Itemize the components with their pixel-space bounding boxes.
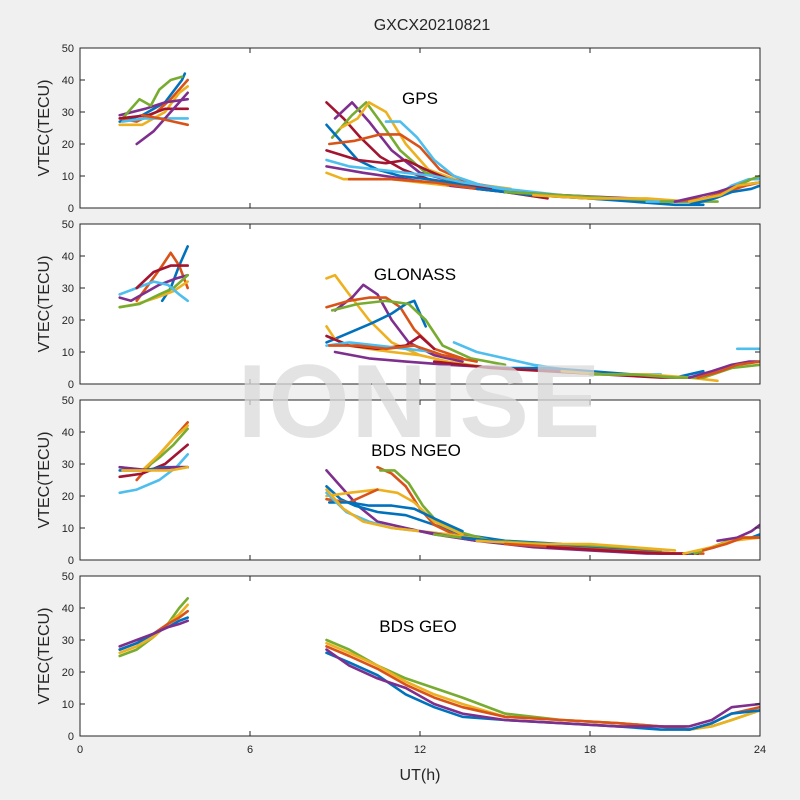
x-tick-label: 6: [247, 744, 253, 756]
subplot-4: 0 10 20 30 40 50 0 6 12 18 24 VTEC(TECU) BDS GEO: [36, 571, 766, 756]
series-line: [118, 465, 189, 472]
y-axis-label: VTEC(TECU): [36, 432, 53, 529]
x-tick-label: 12: [414, 744, 426, 756]
series-line: [546, 545, 700, 555]
subplot-2: 0 10 20 30 40 50 VTEC(TECU) GLONASS: [36, 219, 761, 391]
series-line: [118, 273, 189, 309]
series-line: [141, 113, 189, 127]
y-tick-label: 10: [62, 347, 74, 359]
y-tick-label: 50: [62, 219, 74, 231]
series-line: [325, 123, 521, 194]
series-line: [475, 539, 677, 552]
y-tick-label: 0: [68, 731, 74, 743]
series-line: [325, 488, 464, 536]
series-line: [531, 193, 691, 203]
y-axis-label: VTEC(TECU): [36, 80, 53, 177]
watermark: IONISE: [238, 344, 603, 460]
y-tick-label: 50: [62, 43, 74, 55]
y-tick-label: 10: [62, 699, 74, 711]
y-tick-label: 10: [62, 171, 74, 183]
series-line: [118, 619, 189, 648]
y-axis-label: VTEC(TECU): [36, 256, 53, 353]
series-line: [325, 273, 493, 370]
series-line: [118, 453, 189, 495]
y-tick-label: 40: [62, 75, 74, 87]
y-tick-label: 30: [62, 459, 74, 471]
axes-background: [80, 576, 760, 736]
y-tick-label: 40: [62, 603, 74, 615]
series-line: [118, 107, 189, 120]
subplot-3: 0 10 20 30 40 50 VTEC(TECU) BDS NGEO: [36, 395, 761, 567]
y-tick-label: 0: [68, 555, 74, 567]
y-tick-label: 40: [62, 427, 74, 439]
axes-background: [80, 224, 760, 384]
series-group: [118, 597, 760, 731]
y-tick-label: 20: [62, 139, 74, 151]
series-group: [118, 245, 760, 383]
subplot-stack: 0 10 20 30 40 50 VTEC(TECU) GPS 0 10 20 30 40 50 VTEC(…: [36, 43, 766, 756]
series-line: [325, 488, 493, 543]
series-line: [118, 273, 189, 303]
panel-annotation: BDS GEO: [379, 617, 456, 636]
y-tick-label: 20: [62, 491, 74, 503]
x-tick-label: 18: [584, 744, 596, 756]
series-line: [687, 181, 760, 203]
series-line: [121, 75, 184, 120]
y-tick-label: 30: [62, 283, 74, 295]
y-tick-label: 40: [62, 251, 74, 263]
series-line: [325, 341, 436, 354]
axes-background: [80, 48, 760, 208]
y-tick-label: 30: [62, 635, 74, 647]
series-line: [327, 501, 464, 533]
y-tick-label: 20: [62, 667, 74, 679]
figure-title: GXCX20210821: [374, 17, 491, 34]
series-line: [141, 424, 189, 472]
y-tick-label: 10: [62, 523, 74, 535]
series-line: [135, 264, 189, 290]
series-line: [327, 344, 479, 363]
panel-annotation: GPS: [402, 89, 438, 108]
y-tick-label: 30: [62, 107, 74, 119]
panel-annotation: BDS NGEO: [371, 441, 461, 460]
axes-background: [80, 400, 760, 560]
y-tick-label: 50: [62, 395, 74, 407]
x-tick-label: 0: [77, 744, 83, 756]
series-line: [701, 536, 760, 552]
series-line: [118, 85, 189, 127]
y-tick-label: 50: [62, 571, 74, 583]
series-line: [330, 299, 507, 367]
series-line: [687, 184, 760, 207]
series-line: [135, 91, 189, 146]
series-line: [325, 299, 428, 344]
series-group: [118, 72, 760, 207]
y-axis-label: VTEC(TECU): [36, 608, 53, 705]
x-axis-label: UT(h): [400, 767, 441, 784]
subplot-1: 0 10 20 30 40 50 VTEC(TECU) GPS: [36, 43, 761, 215]
y-tick-label: 20: [62, 315, 74, 327]
series-line: [325, 648, 760, 728]
series-line: [121, 465, 189, 472]
panel-annotation: GLONASS: [374, 265, 456, 284]
y-tick-label: 0: [68, 203, 74, 215]
series-line: [333, 283, 464, 363]
y-tick-label: 0: [68, 379, 74, 391]
series-line: [118, 280, 189, 303]
series-line: [118, 97, 189, 117]
series-line: [696, 360, 760, 379]
x-tick-label: 24: [754, 744, 766, 756]
